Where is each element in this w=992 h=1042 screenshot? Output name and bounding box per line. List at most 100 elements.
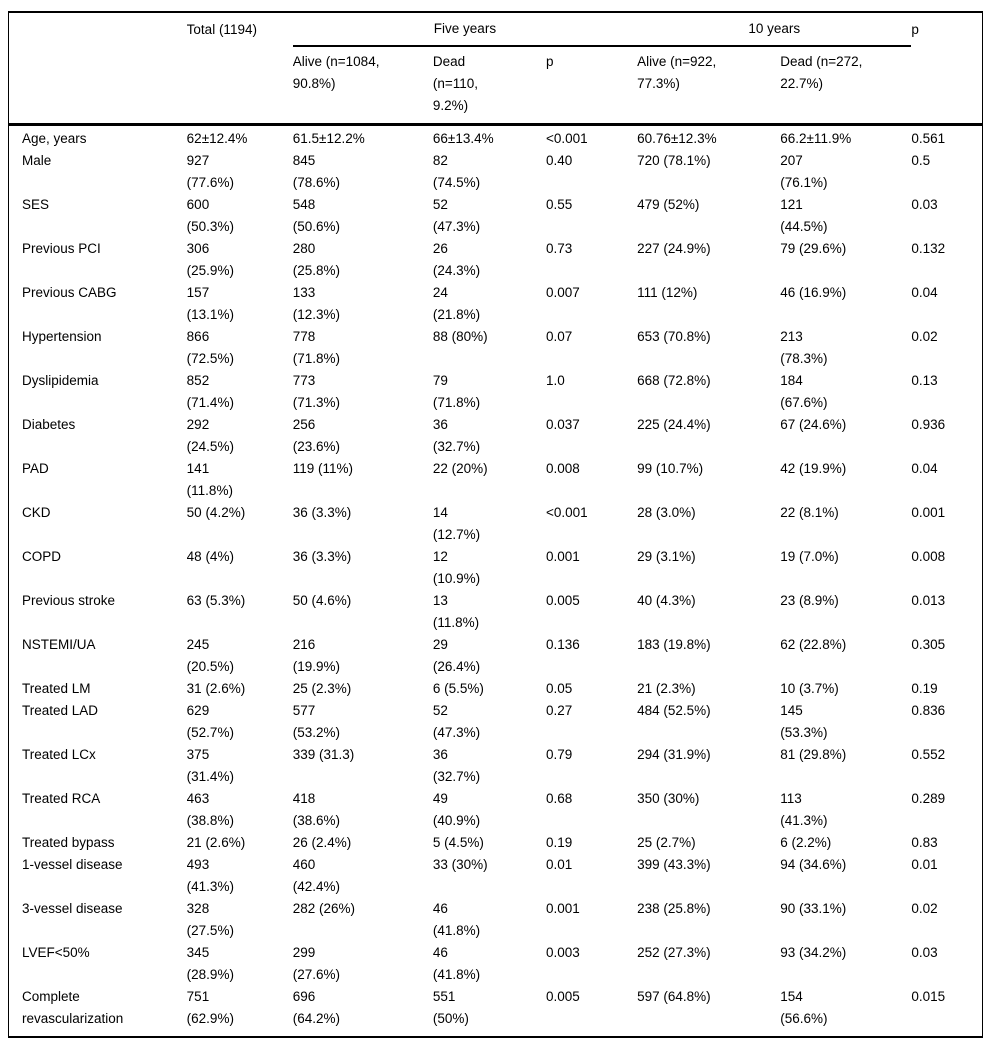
table-row: Treated LCx 375 (31.4%) 339 (31.3) 36 (32.7… (9, 744, 983, 788)
data-cell: 29 (26.4%) (432, 637, 481, 674)
data-cell: 12 (10.9%) (432, 549, 481, 586)
data-cell: 227 (24.9%) (637, 241, 711, 256)
data-cell: 339 (31.3) (292, 747, 355, 762)
data-cell: 93 (34.2%) (780, 945, 847, 960)
data-cell: 0.27 (546, 703, 573, 718)
data-cell: 0.01 (546, 857, 573, 872)
table-row: LVEF<50% 345 (28.9%) 299 (27.6%) 46 (41.8%)… (9, 942, 983, 986)
data-cell: 40 (4.3%) (637, 593, 696, 608)
col-group-ten-years: 10 years (637, 12, 912, 47)
header-row-groups: Total (1194) Five years 10 years p (9, 12, 983, 47)
data-cell: 22 (8.1%) (780, 505, 839, 520)
data-cell: 111 (12%) (637, 285, 698, 300)
data-cell: 183 (19.8%) (637, 637, 711, 652)
data-cell: 0.001 (546, 901, 580, 916)
data-cell: 0.04 (911, 285, 938, 300)
data-cell: 119 (11%) (292, 461, 354, 476)
data-cell: 0.008 (546, 461, 580, 476)
data-cell: 50 (4.2%) (186, 505, 246, 520)
data-cell: 62±12.4% (186, 131, 248, 146)
data-cell: 36 (32.7%) (432, 747, 481, 784)
table-row: 3-vessel disease 328 (27.5%) 282 (26%) 46 (… (9, 898, 983, 942)
data-cell: 36 (3.3%) (292, 505, 352, 520)
table-row: Previous PCI 306 (25.9%) 280 (25.8%) 26 (24… (9, 238, 983, 282)
table-row: 1-vessel disease 493 (41.3%) 460 (42.4%) 33… (9, 854, 983, 898)
row-label: Male (22, 153, 52, 168)
col-header-alive-5y: Alive (n=1084, 90.8%) (292, 46, 433, 126)
row-label: Previous stroke (22, 593, 116, 608)
data-cell: 0.305 (911, 637, 946, 652)
baseline-characteristics-table: Total (1194) Five years 10 years p Alive… (8, 11, 983, 1038)
data-cell: 0.55 (546, 197, 573, 212)
data-cell: 25 (2.7%) (637, 835, 696, 850)
empty-header-cell (911, 46, 983, 126)
data-cell: 597 (64.8%) (637, 989, 711, 1004)
data-cell: 0.68 (546, 791, 573, 806)
data-cell: 845 (78.6%) (292, 153, 341, 190)
table-row: CKD 50 (4.2%) 36 (3.3%) 14 (12.7%) <0.001 28 … (9, 502, 983, 546)
table-row: Treated bypass 21 (2.6%) 26 (2.4%) 5 (4.5%)… (9, 832, 983, 854)
data-cell: 773 (71.3%) (292, 373, 341, 410)
data-cell: 52 (47.3%) (432, 703, 481, 740)
data-cell: 0.007 (546, 285, 580, 300)
data-cell: 1.0 (546, 373, 565, 388)
data-cell: 26 (2.4%) (292, 835, 352, 850)
data-cell: 60.76±12.3% (637, 131, 717, 146)
data-cell: 90 (33.1%) (780, 901, 847, 916)
row-label: Complete revascularization (22, 989, 124, 1026)
data-cell: 61.5±12.2% (292, 131, 365, 146)
data-cell: 0.04 (911, 461, 938, 476)
data-cell: 0.03 (911, 945, 938, 960)
data-cell: 479 (52%) (637, 197, 700, 212)
data-cell: 328 (27.5%) (186, 901, 234, 938)
data-cell: 0.289 (911, 791, 946, 806)
data-cell: 460 (42.4%) (292, 857, 341, 894)
data-cell: 79 (29.6%) (780, 241, 847, 256)
data-cell: 282 (26%) (292, 901, 356, 916)
row-label: Treated LCx (22, 747, 96, 762)
data-cell: 5 (4.5%) (432, 835, 484, 850)
data-cell: 0.561 (911, 131, 946, 146)
data-cell: 26 (24.3%) (432, 241, 481, 278)
data-cell: 36 (32.7%) (432, 417, 481, 454)
table-row: Male 927 (77.6%) 845 (78.6%) 82 (74.5%) 0.40… (9, 150, 983, 194)
data-cell: 46 (41.8%) (432, 901, 481, 938)
data-cell: 0.008 (911, 549, 946, 564)
data-cell: 399 (43.3%) (637, 857, 711, 872)
row-label: Previous CABG (22, 285, 117, 300)
row-label: PAD (22, 461, 49, 476)
data-cell: 66.2±11.9% (780, 131, 852, 146)
data-cell: 141 (11.8%) (186, 461, 233, 498)
row-label: Treated bypass (22, 835, 115, 850)
col-header-dead-5y: Dead (n=110, 9.2%) (432, 46, 546, 126)
data-cell: 0.02 (911, 329, 938, 344)
row-label: 1-vessel disease (22, 857, 123, 872)
data-cell: 31 (2.6%) (186, 681, 246, 696)
table-row: Dyslipidemia 852 (71.4%) 773 (71.3%) 79 (71… (9, 370, 983, 414)
data-cell: 33 (30%) (432, 857, 488, 872)
data-cell: 0.136 (546, 637, 580, 652)
table-row: Treated LAD 629 (52.7%) 577 (53.2%) 52 (47.… (9, 700, 983, 744)
data-cell: 52 (47.3%) (432, 197, 481, 234)
col-header-p-overall: p (911, 21, 919, 37)
data-cell: 207 (76.1%) (780, 153, 828, 190)
data-cell: 13 (11.8%) (432, 593, 480, 630)
row-label: Treated LM (22, 681, 91, 696)
table-row: Previous stroke 63 (5.3%) 50 (4.6%) 13 (11.… (9, 590, 983, 634)
row-label: Hypertension (22, 329, 102, 344)
data-cell: 79 (71.8%) (432, 373, 481, 410)
data-cell: 22 (20%) (432, 461, 488, 476)
data-cell: 778 (71.8%) (292, 329, 341, 366)
data-cell: 866 (72.5%) (186, 329, 234, 366)
row-label: Previous PCI (22, 241, 101, 256)
data-cell: 280 (25.8%) (292, 241, 341, 278)
data-cell: 0.001 (911, 505, 946, 520)
data-cell: 0.936 (911, 417, 946, 432)
data-cell: 0.79 (546, 747, 573, 762)
data-cell: 299 (27.6%) (292, 945, 341, 982)
data-cell: 252 (27.3%) (637, 945, 711, 960)
data-cell: 67 (24.6%) (780, 417, 847, 432)
table-row: Diabetes 292 (24.5%) 256 (23.6%) 36 (32.7%)… (9, 414, 983, 458)
data-cell: 484 (52.5%) (637, 703, 711, 718)
data-cell: 157 (13.1%) (186, 285, 234, 322)
